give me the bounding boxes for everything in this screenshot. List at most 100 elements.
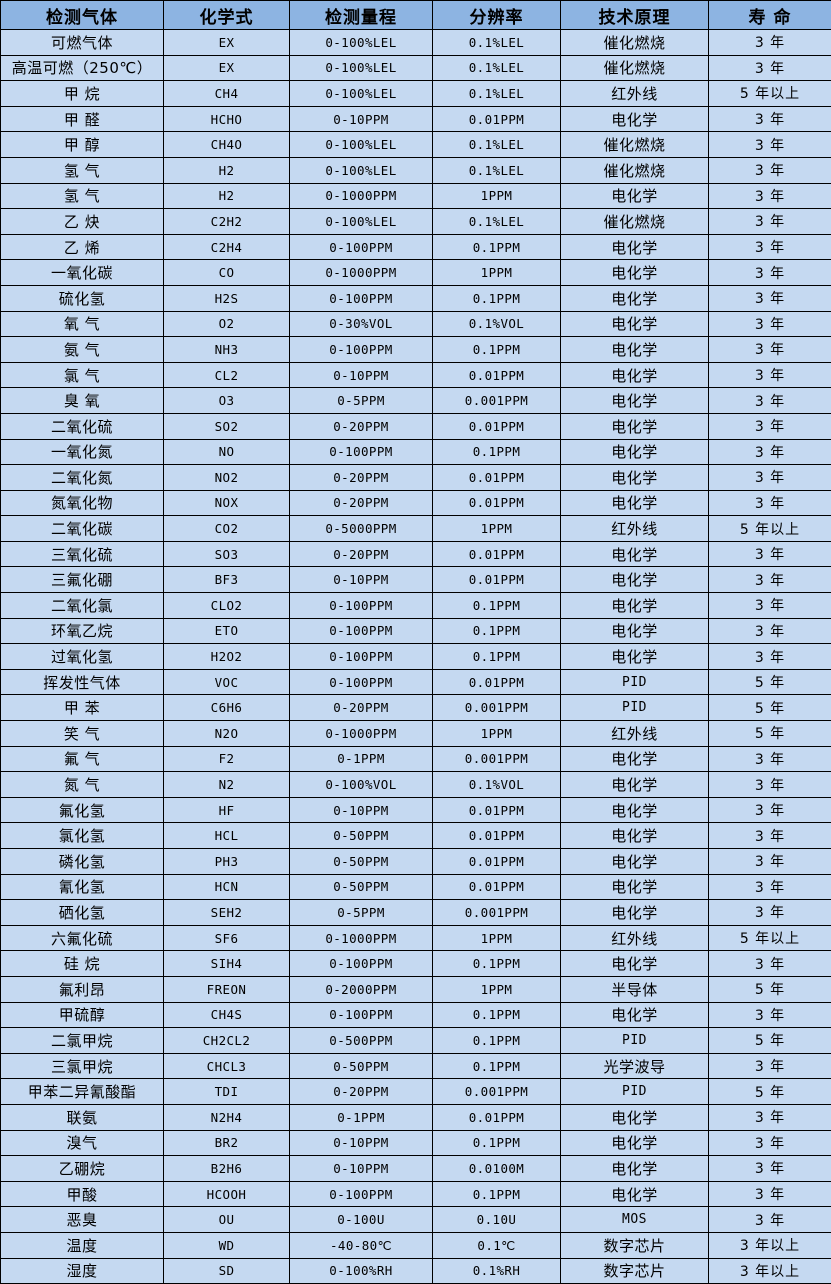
cell-range: 0-100PPM [290, 644, 433, 670]
cell-lifespan: 5 年 [709, 1028, 831, 1054]
column-header-range: 检测量程 [290, 1, 433, 30]
cell-formula: EX [164, 30, 290, 56]
cell-resolution: 0.1℃ [433, 1232, 561, 1258]
cell-lifespan: 3 年 [709, 823, 831, 849]
cell-gas: 磷化氢 [1, 849, 164, 875]
cell-lifespan: 3 年 [709, 260, 831, 286]
cell-lifespan: 3 年以上 [709, 1258, 831, 1284]
cell-formula: SD [164, 1258, 290, 1284]
cell-technology: 催化燃烧 [561, 209, 709, 235]
cell-resolution: 1PPM [433, 260, 561, 286]
cell-formula: CL2 [164, 362, 290, 388]
cell-resolution: 1PPM [433, 976, 561, 1002]
cell-resolution: 0.1%LEL [433, 209, 561, 235]
cell-range: 0-10PPM [290, 797, 433, 823]
cell-range: 0-20PPM [290, 413, 433, 439]
cell-technology: 电化学 [561, 593, 709, 619]
cell-gas: 二氧化氮 [1, 465, 164, 491]
cell-range: 0-20PPM [290, 695, 433, 721]
cell-lifespan: 3 年 [709, 311, 831, 337]
cell-technology: 电化学 [561, 1156, 709, 1182]
cell-lifespan: 3 年 [709, 1156, 831, 1182]
cell-range: 0-100U [290, 1207, 433, 1233]
cell-range: 0-50PPM [290, 823, 433, 849]
cell-gas: 氮氧化物 [1, 490, 164, 516]
cell-formula: N2O [164, 721, 290, 747]
cell-lifespan: 5 年 [709, 1079, 831, 1105]
cell-formula: N2 [164, 772, 290, 798]
cell-resolution: 0.001PPM [433, 746, 561, 772]
cell-technology: 电化学 [561, 234, 709, 260]
cell-resolution: 0.001PPM [433, 388, 561, 414]
cell-lifespan: 3 年 [709, 797, 831, 823]
cell-gas: 高温可燃（250℃） [1, 55, 164, 81]
cell-gas: 一氧化氮 [1, 439, 164, 465]
cell-range: -40-80℃ [290, 1232, 433, 1258]
cell-lifespan: 3 年 [709, 209, 831, 235]
cell-gas: 三氧化硫 [1, 541, 164, 567]
cell-gas: 甲 醛 [1, 106, 164, 132]
cell-formula: CH2CL2 [164, 1028, 290, 1054]
cell-gas: 甲 烷 [1, 81, 164, 107]
cell-lifespan: 3 年 [709, 106, 831, 132]
cell-technology: 数字芯片 [561, 1258, 709, 1284]
cell-resolution: 0.1PPM [433, 337, 561, 363]
cell-range: 0-50PPM [290, 849, 433, 875]
cell-technology: 催化燃烧 [561, 55, 709, 81]
cell-technology: 电化学 [561, 439, 709, 465]
cell-range: 0-20PPM [290, 490, 433, 516]
cell-gas: 环氧乙烷 [1, 618, 164, 644]
cell-technology: 电化学 [561, 541, 709, 567]
cell-technology: 电化学 [561, 951, 709, 977]
cell-gas: 二氧化碳 [1, 516, 164, 542]
cell-technology: 红外线 [561, 721, 709, 747]
cell-lifespan: 3 年 [709, 849, 831, 875]
cell-technology: 电化学 [561, 1104, 709, 1130]
cell-formula: ETO [164, 618, 290, 644]
cell-formula: EX [164, 55, 290, 81]
cell-range: 0-20PPM [290, 1079, 433, 1105]
cell-resolution: 0.1%LEL [433, 132, 561, 158]
cell-resolution: 0.1PPM [433, 1002, 561, 1028]
cell-lifespan: 5 年以上 [709, 81, 831, 107]
cell-technology: PID [561, 669, 709, 695]
cell-technology: 电化学 [561, 285, 709, 311]
cell-formula: H2 [164, 157, 290, 183]
cell-formula: CH4S [164, 1002, 290, 1028]
cell-technology: 电化学 [561, 772, 709, 798]
cell-technology: 电化学 [561, 413, 709, 439]
cell-lifespan: 3 年 [709, 132, 831, 158]
cell-gas: 甲 苯 [1, 695, 164, 721]
cell-lifespan: 3 年 [709, 593, 831, 619]
cell-lifespan: 3 年以上 [709, 1232, 831, 1258]
cell-technology: 电化学 [561, 644, 709, 670]
cell-technology: 电化学 [561, 388, 709, 414]
cell-technology: 电化学 [561, 567, 709, 593]
cell-resolution: 0.10U [433, 1207, 561, 1233]
cell-lifespan: 5 年 [709, 976, 831, 1002]
cell-gas: 恶臭 [1, 1207, 164, 1233]
cell-lifespan: 3 年 [709, 951, 831, 977]
cell-range: 0-1000PPM [290, 721, 433, 747]
cell-gas: 湿度 [1, 1258, 164, 1284]
cell-range: 0-1000PPM [290, 925, 433, 951]
cell-lifespan: 5 年以上 [709, 516, 831, 542]
